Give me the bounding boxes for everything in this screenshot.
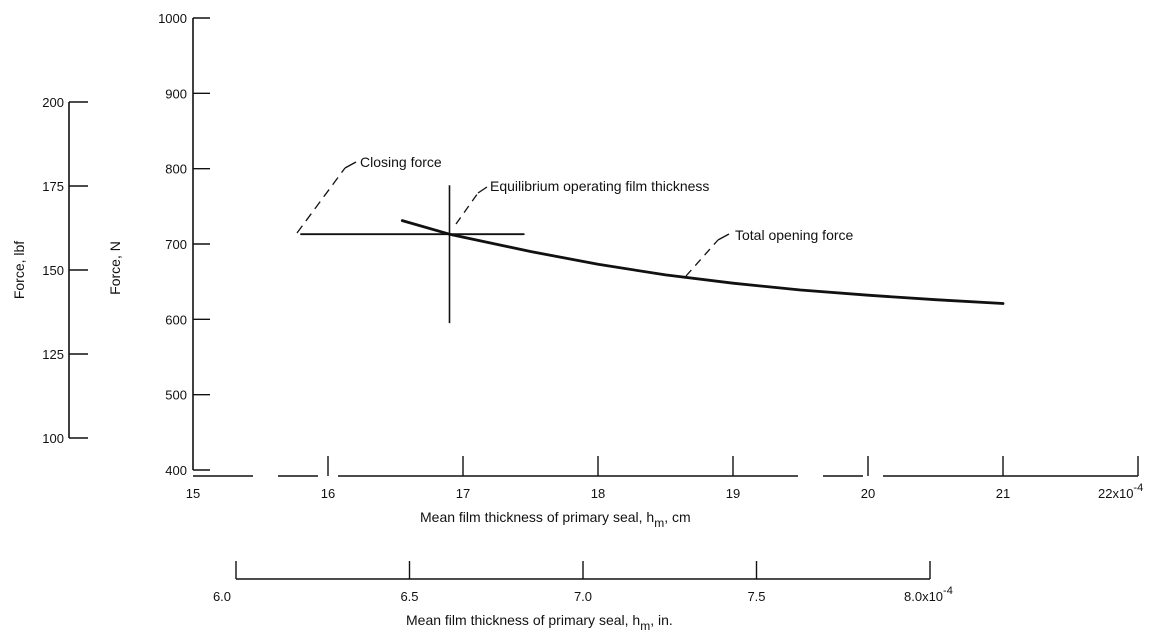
x-axis-cm-ticks: 15 16 17 18 19 20 21 22x10-4: [186, 456, 1143, 501]
y-lbf-tick-label: 100: [42, 431, 64, 446]
total-opening-force-curve: [400, 219, 1005, 305]
x-axis-cm-title-text: Mean film thickness of primary seal, h: [420, 509, 654, 525]
x-axis-cm: 15 16 17 18 19 20 21 22x10-4 Mean film thicknes…: [186, 456, 1143, 530]
y-axis-n-title: Force, N: [107, 241, 123, 295]
y-axis-lbf: 100 125 150 175 200 Force, lbf: [11, 95, 88, 446]
equilibrium-leader-tip: [477, 186, 488, 194]
x-in-tick-label: 7.0: [574, 589, 592, 604]
x-cm-tick-label: 22x10-4: [1098, 482, 1143, 501]
x-cm-tick-label: 17: [456, 486, 470, 501]
x-cm-tick-label: 18: [591, 486, 605, 501]
closing-force-leader-tip: [344, 161, 357, 169]
x-axis-in-title-sub: m: [640, 619, 650, 633]
x-in-exponent: -4: [943, 585, 953, 597]
x-axis-in-ticks: 6.0 6.5 7.0 7.5 8.0x10-4: [213, 561, 953, 604]
y-n-tick-label: 700: [165, 237, 187, 252]
y-lbf-tick-label: 200: [42, 95, 64, 110]
x-axis-cm-title-suffix: , cm: [664, 509, 690, 525]
x-cm-exponent: -4: [1133, 482, 1143, 494]
y-lbf-tick-label: 125: [42, 347, 64, 362]
x-in-tick-label: 8.0x10-4: [904, 585, 953, 604]
x-axis-in: 6.0 6.5 7.0 7.5 8.0x10-4 Mean film thickness…: [213, 561, 953, 633]
y-lbf-tick-label: 150: [42, 263, 64, 278]
y-n-tick-label: 500: [165, 388, 187, 403]
x-cm-tick-label: 21: [996, 486, 1010, 501]
annotations: Closing force Equilibrium operating film…: [296, 154, 854, 277]
y-n-tick-label: 600: [165, 312, 187, 327]
y-lbf-tick-label: 175: [42, 179, 64, 194]
x-axis-in-title: Mean film thickness of primary seal, hm,…: [406, 612, 673, 633]
x-in-tick-label: 7.5: [747, 589, 765, 604]
total-opening-force-label: Total opening force: [735, 227, 854, 243]
x-cm-tick-label: 16: [321, 486, 335, 501]
total-opening-force-leader: [685, 239, 719, 277]
y-n-tick-label: 800: [165, 162, 187, 177]
x-axis-cm-title-sub: m: [654, 516, 664, 530]
total-opening-force-leader-tip: [717, 233, 730, 241]
y-axis-lbf-title: Force, lbf: [11, 241, 27, 299]
equilibrium-label: Equilibrium operating film thickness: [490, 178, 709, 194]
x-cm-tick-label: 20: [861, 486, 875, 501]
plot-series: [300, 185, 1005, 324]
x-axis-in-title-suffix: , in.: [650, 612, 673, 628]
x-in-tick-label: 6.5: [400, 589, 418, 604]
y-n-tick-label: 900: [165, 86, 187, 101]
x-cm-tick-label: 15: [186, 486, 200, 501]
x-cm-tick-label: 19: [726, 486, 740, 501]
y-axis-n-ticks: 400 500 600 700 800 900 1000: [158, 11, 210, 478]
x-in-tick-label: 6.0: [213, 589, 231, 604]
x-axis-cm-title: Mean film thickness of primary seal, hm,…: [420, 509, 691, 530]
y-n-tick-label: 1000: [158, 11, 187, 26]
equilibrium-leader: [455, 192, 479, 225]
y-axis-lbf-ticks: 100 125 150 175 200: [42, 95, 88, 446]
y-n-tick-label: 400: [165, 463, 187, 478]
x-axis-in-title-text: Mean film thickness of primary seal, h: [406, 612, 640, 628]
closing-force-label: Closing force: [360, 154, 442, 170]
y-axis-newtons: 400 500 600 700 800 900 1000 Force, N: [107, 11, 210, 478]
closing-force-leader: [296, 167, 346, 234]
